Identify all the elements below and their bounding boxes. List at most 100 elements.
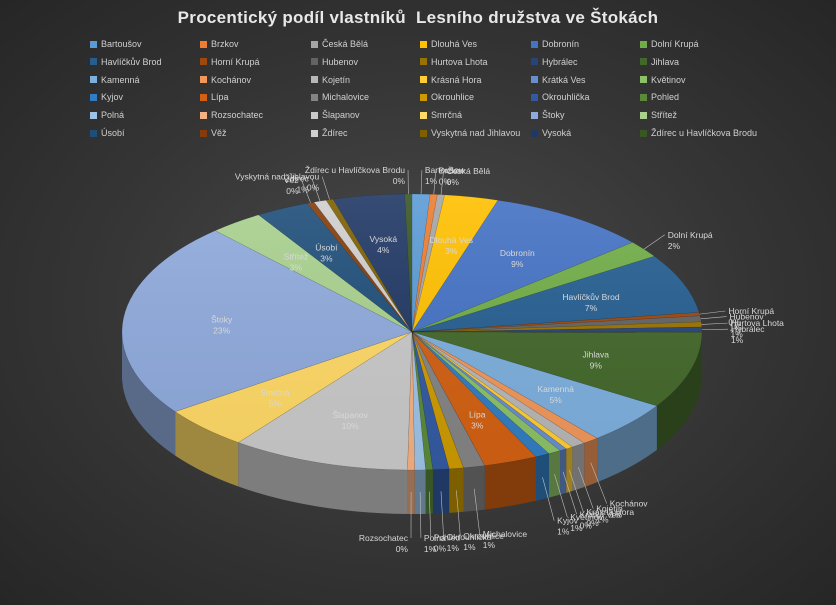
slice-label-name: Okrouhlice bbox=[463, 531, 504, 541]
legend-item-pohled: Pohled bbox=[640, 90, 679, 104]
legend-swatch bbox=[90, 111, 97, 119]
legend-item-bartousov: Bartoušov bbox=[90, 37, 142, 51]
slice-label-vez: Věž 0% bbox=[284, 175, 299, 196]
slice-label-value: 1% bbox=[297, 184, 310, 194]
slice-label-ceska-bela: Česká Bělá 0% bbox=[447, 166, 491, 187]
slice-label-value: 0% bbox=[586, 518, 599, 528]
legend-label: Hurtova Lhota bbox=[431, 56, 488, 67]
slice-label-name: Brzkov bbox=[439, 165, 466, 175]
legend-label: Česká Bělá bbox=[322, 39, 369, 49]
slice-label-zdirec: Ždírec 1% bbox=[285, 173, 310, 194]
slice-label-value: 9% bbox=[590, 360, 603, 370]
slice-label-value: 3% bbox=[445, 246, 458, 256]
slice-label-name: Hubenov bbox=[730, 312, 765, 322]
legend-swatch bbox=[311, 129, 318, 137]
slice-label-kratka-ves: Krátká Ves 0% bbox=[580, 509, 621, 530]
slice-side-slapanov bbox=[238, 442, 408, 514]
chart-legend: Bartoušov Brzkov Česká Bělá Dlouhá Ves Dobro… bbox=[0, 0, 836, 150]
legend-swatch bbox=[200, 111, 207, 119]
slice-label-name: Dolní Krupá bbox=[668, 230, 713, 240]
slice-side-pohled bbox=[425, 469, 433, 514]
legend-label: Úsobí bbox=[101, 128, 125, 138]
leader-line-bartousov bbox=[420, 170, 423, 195]
slice-label-name: Havlíčkův Brod bbox=[562, 292, 619, 302]
legend-label: Krátká Ves bbox=[542, 74, 586, 85]
slice-label-name: Krásná Hora bbox=[586, 507, 634, 517]
slice-label-okrouhlicka: Okrouhlička 1% bbox=[447, 532, 492, 553]
legend-item-vyskytna-nad-jihlavou: Vyskytná nad Jihlavou bbox=[420, 126, 520, 140]
legend-swatch bbox=[420, 93, 427, 101]
slice-label-slapanov: Šlapanov 10% bbox=[332, 410, 368, 431]
slice-label-name: Vysoká bbox=[370, 234, 398, 244]
slice-label-name: Jihlava bbox=[583, 349, 610, 359]
leader-line-kvetinov bbox=[554, 474, 568, 518]
leader-line-ceska-bela bbox=[440, 170, 444, 195]
legend-item-jihlava: Jihlava bbox=[640, 55, 679, 69]
slice-side-stoky bbox=[122, 332, 176, 456]
legend-label: Rozsochatec bbox=[211, 110, 264, 121]
legend-item-polna: Polná bbox=[90, 108, 124, 122]
legend-item-horni-krupa: Horní Krupá bbox=[200, 55, 260, 69]
slice-label-name: Kojetín bbox=[596, 504, 623, 514]
slice-label-value: 1% bbox=[557, 527, 570, 537]
legend-label: Krásná Hora bbox=[431, 74, 482, 85]
slice-label-value: 1% bbox=[610, 510, 623, 520]
slice-label-lipa: Lípa 3% bbox=[469, 410, 486, 431]
legend-label: Hybrálec bbox=[542, 56, 578, 67]
slice-label-value: 0% bbox=[447, 177, 460, 187]
slice-label-value: 1% bbox=[483, 540, 496, 550]
legend-swatch bbox=[531, 129, 538, 137]
legend-label: Okrouhlička bbox=[542, 92, 590, 103]
legend-swatch bbox=[311, 76, 318, 84]
slice-label-value: 1% bbox=[596, 515, 609, 525]
leader-line-kochanov bbox=[590, 462, 608, 504]
chart-title: Procentický podíl vlastníků Lesního druž… bbox=[177, 8, 659, 27]
slice-label-value: 5% bbox=[549, 395, 562, 405]
legend-item-dobronin: Dobronín bbox=[531, 37, 579, 51]
legend-swatch bbox=[90, 76, 97, 84]
slice-label-name: Polná bbox=[424, 533, 446, 543]
legend-item-usobi: Úsobí bbox=[90, 126, 125, 140]
slice-labels: Bartoušov 1%Brzkov 0%Česká Bělá 0%Dlouhá Ve… bbox=[211, 165, 784, 554]
legend-label: Vyskytná nad Jihlavou bbox=[431, 128, 521, 138]
slice-label-name: Ždírec bbox=[285, 173, 310, 183]
slice-label-name: Štoky bbox=[211, 314, 233, 324]
slice-label-dolni-krupa: Dolní Krupá 2% bbox=[668, 230, 713, 251]
leader-line-hubenov bbox=[700, 316, 727, 320]
legend-item-brzkov: Brzkov bbox=[200, 37, 239, 51]
leader-line-dolni-krupa bbox=[643, 234, 665, 250]
leader-line-michalovice bbox=[473, 488, 481, 535]
slice-label-polna: Polná 1% bbox=[424, 533, 446, 554]
slice-label-zdirec-u-havlickova-brodu: Ždírec u Havlíčkova Brodu 0% bbox=[305, 165, 406, 186]
slice-label-stritez: Střítež 3% bbox=[284, 252, 309, 273]
slice-label-okrouhlice: Okrouhlice 1% bbox=[463, 531, 504, 552]
slice-label-dobronin: Dobronín 9% bbox=[500, 248, 535, 269]
legend-swatch bbox=[420, 76, 427, 84]
slice-label-value: 1% bbox=[731, 329, 744, 339]
legend-swatch bbox=[311, 58, 318, 66]
leader-line-kyjov bbox=[542, 477, 555, 521]
legend-item-dlouha-ves: Dlouhá Ves bbox=[420, 37, 477, 51]
legend-label: Střítež bbox=[651, 110, 678, 121]
legend-label: Květinov bbox=[651, 74, 686, 85]
legend-swatch bbox=[311, 93, 318, 101]
slice-label-name: Dobronín bbox=[500, 248, 535, 258]
legend-item-vysoka: Vysoká bbox=[531, 126, 571, 140]
slice-label-havlickuv-brod: Havlíčkův Brod 7% bbox=[562, 292, 619, 313]
slice-label-name: Ždírec u Havlíčkova Brodu bbox=[305, 165, 405, 175]
slice-label-name: Vyskytná nad Jihlavou bbox=[235, 172, 320, 182]
slice-label-name: Dlouhá Ves bbox=[430, 235, 473, 245]
leader-line-kratka-ves bbox=[562, 471, 577, 515]
slice-label-kojetin: Kojetín 1% bbox=[596, 504, 623, 525]
legend-label: Šlapanov bbox=[322, 110, 360, 121]
legend-swatch bbox=[531, 40, 538, 48]
legend-swatch bbox=[640, 76, 647, 84]
legend-item-kochanov: Kochánov bbox=[200, 73, 251, 87]
legend-label: Bartoušov bbox=[101, 39, 142, 49]
leader-line-okrouhlicka bbox=[440, 491, 444, 538]
leader-line-vyskytna-nad-jihlavou bbox=[321, 176, 330, 200]
slice-label-value: 1% bbox=[425, 176, 438, 186]
slice-label-value: 0% bbox=[393, 176, 406, 186]
legend-item-okrouhlicka: Okrouhlička bbox=[531, 90, 590, 104]
legend-item-stritez: Střítež bbox=[640, 108, 677, 122]
